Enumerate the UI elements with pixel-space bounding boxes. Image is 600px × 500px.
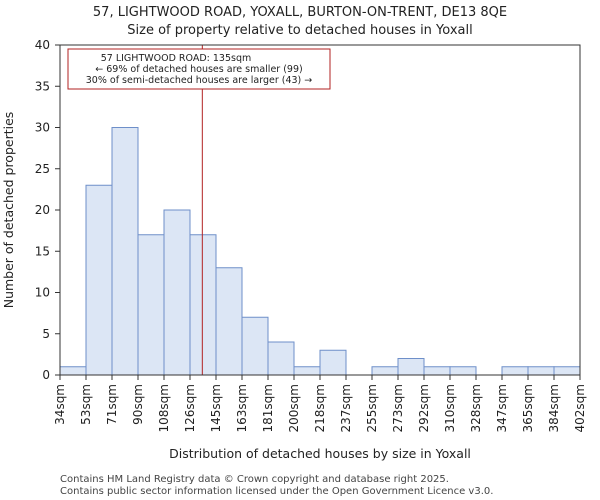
footer-line-2: Contains public sector information licen…: [60, 486, 493, 497]
y-axis: 0 5 10 15 20 25 30 35 40: [35, 38, 60, 382]
x-tick-label: 365sqm: [521, 384, 535, 432]
x-axis: 34sqm 53sqm 71sqm 90sqm 108sqm 126sqm 145sqm 16…: [53, 375, 587, 432]
x-tick-label: 71sqm: [105, 384, 119, 425]
chart-subtitle: Size of property relative to detached ho…: [127, 23, 472, 38]
histogram-bar: [85, 184, 113, 376]
footer-line-1: Contains HM Land Registry data © Crown c…: [60, 474, 449, 485]
x-tick-label: 347sqm: [495, 384, 509, 432]
y-tick-label: 30: [35, 121, 50, 135]
x-tick-label: 200sqm: [287, 384, 301, 432]
x-tick-label: 163sqm: [235, 384, 249, 432]
histogram-bar: [371, 366, 399, 376]
x-tick-label: 237sqm: [339, 384, 353, 432]
x-tick-label: 90sqm: [131, 384, 145, 425]
y-tick-label: 10: [35, 286, 50, 300]
histogram-bar: [137, 234, 165, 376]
y-axis-label: Number of detached properties: [1, 112, 16, 309]
x-tick-label: 273sqm: [391, 384, 405, 432]
x-tick-label: 181sqm: [261, 384, 275, 432]
x-tick-label: 108sqm: [157, 384, 171, 432]
histogram-bar: [501, 366, 529, 376]
annotation-box: 57 LIGHTWOOD ROAD: 135sqm ← 69% of detac…: [67, 48, 331, 90]
annotation-line-2: ← 69% of detached houses are smaller (99…: [95, 64, 302, 75]
x-tick-label: 145sqm: [209, 384, 223, 432]
x-tick-label: 292sqm: [417, 384, 431, 432]
annotation-frame: [67, 48, 331, 90]
annotation-line-3: 30% of semi-detached houses are larger (…: [86, 75, 313, 86]
y-tick-label: 15: [35, 244, 50, 258]
y-tick-label: 25: [35, 162, 50, 176]
histogram-bar: [267, 341, 295, 376]
histogram-bar: [241, 316, 269, 376]
histogram-bar: [397, 358, 425, 376]
x-tick-label: 255sqm: [365, 384, 379, 432]
chart-title: 57, LIGHTWOOD ROAD, YOXALL, BURTON-ON-TR…: [93, 5, 507, 20]
histogram-bar: [111, 127, 139, 376]
x-tick-label: 53sqm: [79, 384, 93, 425]
bars: [59, 127, 581, 376]
x-tick-label: 384sqm: [547, 384, 561, 432]
plot-frame: [59, 44, 581, 376]
x-tick-label: 328sqm: [469, 384, 483, 432]
x-tick-label: 126sqm: [183, 384, 197, 432]
x-tick-label: 310sqm: [443, 384, 457, 432]
annotation-line-1: 57 LIGHTWOOD ROAD: 135sqm: [101, 53, 252, 64]
histogram-bar: [59, 366, 87, 376]
histogram-bar: [293, 366, 321, 376]
histogram-bar: [163, 209, 191, 376]
histogram-bar: [449, 366, 477, 376]
x-axis-label: Distribution of detached houses by size …: [169, 446, 471, 461]
y-tick-label: 40: [35, 38, 50, 52]
histogram-bar: [423, 366, 451, 376]
histogram-bar: [553, 366, 581, 376]
histogram-bar: [319, 349, 347, 376]
histogram-bar: [189, 234, 217, 376]
y-tick-label: 20: [35, 203, 50, 217]
y-tick-label: 0: [42, 368, 50, 382]
x-tick-label: 218sqm: [313, 384, 327, 432]
y-tick-label: 35: [35, 79, 50, 93]
histogram-bar: [527, 366, 555, 376]
x-tick-label: 34sqm: [53, 384, 67, 425]
y-tick-label: 5: [42, 327, 50, 341]
x-tick-label: 402sqm: [573, 384, 587, 432]
histogram-bar: [215, 267, 243, 376]
